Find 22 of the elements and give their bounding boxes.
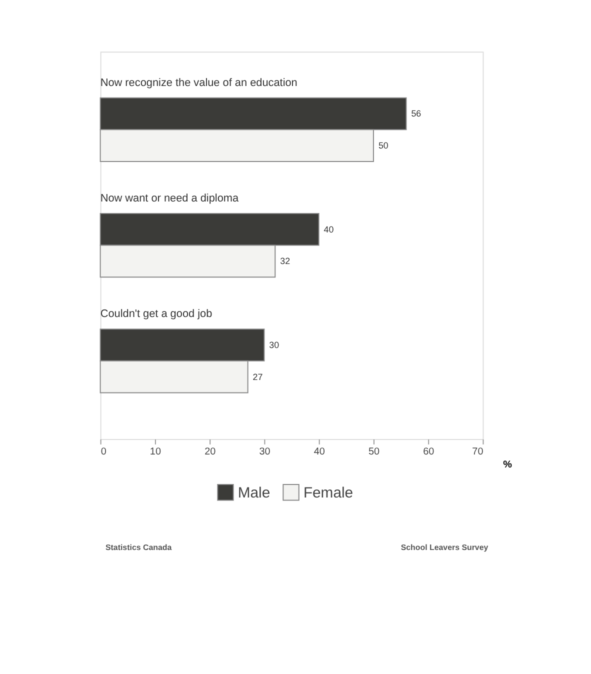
x-tick-label: 60 xyxy=(423,446,435,458)
y-tick-label: Now want or need a diploma xyxy=(100,192,240,205)
data-label: 27 xyxy=(252,372,263,382)
data-label: 32 xyxy=(280,256,290,266)
legend-label: Male xyxy=(238,485,270,502)
y-tick-label: Now recognize the value of an education xyxy=(100,76,298,89)
x-tick-label: 50 xyxy=(368,446,380,458)
x-tick-label: 20 xyxy=(204,446,216,458)
y-tick-label: Couldn't get a good job xyxy=(100,308,212,320)
data-label: 30 xyxy=(269,340,280,350)
data-label: 50 xyxy=(378,140,388,151)
text: Statistics Canada xyxy=(105,543,172,552)
data-label: 40 xyxy=(324,224,334,234)
legend-label: Female xyxy=(303,485,354,502)
text: School Leavers Survey xyxy=(400,543,489,552)
x-tick-label: 70 xyxy=(472,446,484,458)
x-tick-label: 40 xyxy=(314,446,326,458)
x-tick-label: 0 xyxy=(100,446,107,458)
x-axis-title: % xyxy=(503,459,512,470)
x-tick-label: 30 xyxy=(259,446,271,458)
x-tick-label: 10 xyxy=(150,446,162,458)
data-label: 56 xyxy=(411,108,422,119)
